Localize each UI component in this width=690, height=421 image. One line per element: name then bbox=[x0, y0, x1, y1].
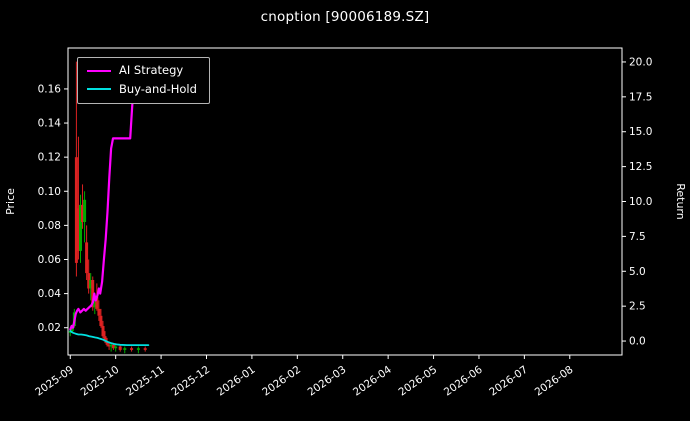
x-tick-label: 2025-10 bbox=[79, 364, 122, 399]
candle-body bbox=[103, 336, 107, 342]
candle-body bbox=[143, 348, 147, 350]
right-tick-label: 20.0 bbox=[629, 56, 652, 68]
x-tick-label: 2025-11 bbox=[124, 364, 167, 399]
candle-body bbox=[81, 204, 84, 222]
right-axis-label: Return bbox=[674, 183, 687, 220]
chart-title: cnoption [90006189.SZ] bbox=[260, 9, 430, 25]
candle-body bbox=[83, 199, 87, 222]
buy-and-hold-line bbox=[69, 330, 150, 347]
left-tick-label: 0.04 bbox=[38, 288, 62, 300]
candle-body bbox=[79, 204, 82, 251]
candle-body bbox=[95, 297, 99, 309]
x-tick-label: 2026-04 bbox=[351, 363, 394, 398]
right-tick-label: 5.0 bbox=[629, 266, 646, 278]
left-tick-label: 0.12 bbox=[38, 152, 61, 164]
x-tick-label: 2026-03 bbox=[306, 364, 349, 399]
legend-item-ai-strategy: AI Strategy bbox=[87, 63, 197, 77]
right-tick-label: 15.0 bbox=[629, 126, 652, 138]
candle-body bbox=[99, 315, 103, 326]
right-tick-label: 10.0 bbox=[629, 196, 652, 208]
candle-body bbox=[76, 208, 80, 251]
x-tick-label: 2026-08 bbox=[533, 364, 576, 399]
left-tick-label: 0.06 bbox=[38, 254, 62, 266]
right-tick-label: 12.5 bbox=[629, 161, 652, 173]
x-tick-label: 2026-06 bbox=[442, 363, 485, 398]
candle-body bbox=[87, 273, 91, 289]
right-tick-label: 7.5 bbox=[629, 231, 646, 243]
candle-body bbox=[123, 348, 127, 350]
candle-body bbox=[130, 348, 134, 350]
candle-body bbox=[105, 341, 109, 345]
x-tick-label: 2026-05 bbox=[396, 364, 439, 399]
x-tick-label: 2025-09 bbox=[33, 364, 76, 399]
legend-item-buy-and-hold: Buy-and-Hold bbox=[87, 81, 197, 96]
left-tick-label: 0.14 bbox=[38, 118, 62, 130]
candle-body bbox=[107, 344, 111, 347]
candle-body bbox=[89, 280, 93, 289]
legend-label-ai-strategy: AI Strategy bbox=[119, 63, 184, 77]
candle-body bbox=[101, 326, 105, 337]
left-tick-label: 0.16 bbox=[38, 83, 62, 95]
candle-body bbox=[118, 346, 122, 350]
x-tick-label: 2025-12 bbox=[169, 364, 212, 399]
ai-strategy-line bbox=[69, 60, 137, 331]
x-tick-label: 2026-07 bbox=[487, 364, 530, 399]
legend-label-buy-and-hold: Buy-and-Hold bbox=[119, 81, 197, 96]
legend: AI Strategy Buy-and-Hold bbox=[77, 57, 210, 104]
x-tick-label: 2026-02 bbox=[260, 364, 303, 399]
x-tick-label: 2026-01 bbox=[215, 364, 258, 399]
candle-body bbox=[111, 344, 115, 349]
candle-body bbox=[109, 344, 113, 347]
right-tick-label: 2.5 bbox=[629, 301, 646, 313]
left-tick-label: 0.08 bbox=[38, 220, 61, 232]
right-tick-label: 17.5 bbox=[629, 91, 652, 103]
buy-and-hold-line-swatch bbox=[87, 88, 111, 91]
left-axis-label: Price bbox=[4, 188, 17, 215]
candle-body bbox=[70, 326, 74, 332]
candle-body bbox=[74, 157, 78, 263]
candle-body bbox=[91, 280, 95, 308]
left-tick-label: 0.02 bbox=[38, 322, 61, 334]
candle-body bbox=[97, 308, 101, 316]
candle-body bbox=[85, 242, 89, 274]
candle-body bbox=[93, 297, 97, 308]
candle-body bbox=[136, 348, 140, 350]
ai-strategy-line-swatch bbox=[87, 69, 111, 72]
right-tick-label: 0.0 bbox=[629, 336, 646, 348]
candle-body bbox=[114, 346, 118, 349]
left-tick-label: 0.10 bbox=[38, 186, 61, 198]
